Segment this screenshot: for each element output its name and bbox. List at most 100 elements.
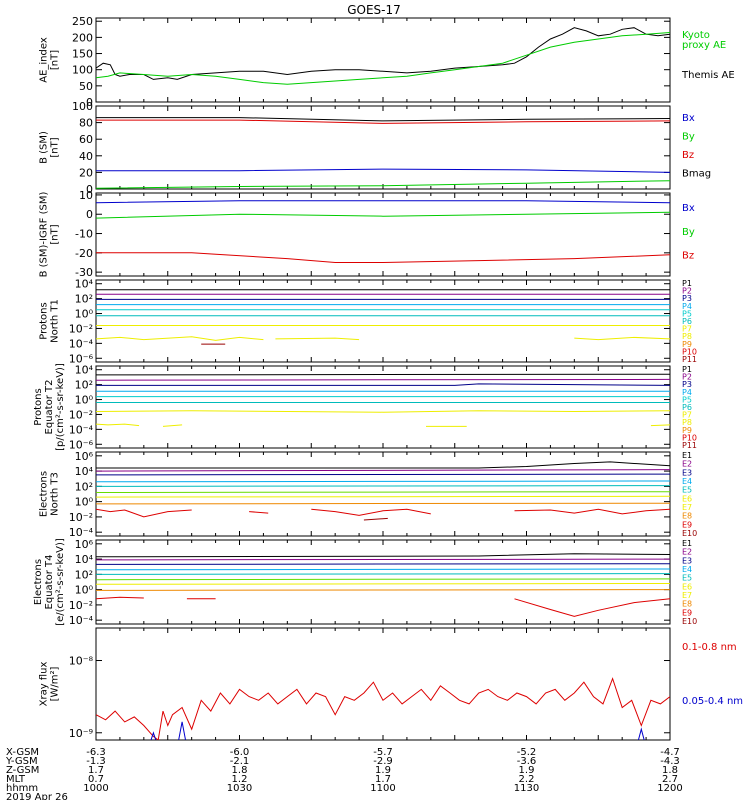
legend-entry: P6 [682,317,692,326]
x-row-value: -5.7 [373,747,393,758]
series-line [96,563,670,565]
x-row-value: -4.3 [660,756,680,767]
y-tick-label: 40 [79,150,93,163]
legend-entry: P11 [682,441,697,450]
x-row-value: 1130 [514,783,539,794]
y-tick-label: 80 [79,117,93,130]
panel-frame [95,279,671,363]
y-tick-label: 60 [79,133,93,146]
x-row-value: -2.9 [373,756,393,767]
series-line [363,517,388,521]
panel-frame [95,192,671,277]
series-line [96,502,670,505]
legend-entry: E4 [682,477,692,486]
series-line [96,508,192,518]
x-row-value: 0.7 [88,774,104,785]
legend-entry: Themis AE [681,70,735,81]
legend-entry: P9 [682,340,692,349]
y-axis-label: [p/(cm²-s-sr-keV)] [55,363,66,451]
x-row-value: 1.7 [375,774,391,785]
y-tick-label: 10⁰ [75,308,94,321]
x-row-value: -4.7 [660,747,680,758]
legend-entry: P4 [682,302,692,311]
legend-entry: E3 [682,468,692,477]
series-line [96,573,670,575]
series-line [96,589,670,591]
y-tick-label: 100 [72,100,93,113]
x-row-value: 1.2 [232,774,248,785]
y-tick-label: 10⁻⁸ [69,655,94,668]
legend-entry: Kyoto [682,30,710,41]
y-tick-label: 100 [72,64,93,77]
x-row-value: 1030 [227,783,252,794]
y-tick-label: 10⁴ [75,465,94,478]
x-row-value: 1.9 [375,765,391,776]
y-tick-label: 200 [72,31,93,44]
series-line [96,677,670,740]
y-axis-label: North T1 [50,299,61,343]
y-axis-label: Protons [39,302,50,339]
series-group [96,117,670,189]
legend-entry: P8 [682,332,692,341]
y-tick-label: 10² [75,568,93,581]
y-tick-label: 10² [75,480,93,493]
series-line [650,424,670,427]
series-line [96,211,670,219]
y-axis-label: [nT] [50,224,61,244]
y-tick-label: 10⁻⁴ [69,423,94,436]
legend-entry: E3 [682,556,692,565]
panel-electrons_t4: 10⁶ 10⁴ 10² 10⁰ 10⁻² 10⁻⁴ Electrons Equator T4[… [33,538,697,627]
series-line [96,558,670,561]
y-tick-label: 10² [75,379,93,392]
legend-entry: E7 [682,591,692,600]
series-line [96,578,670,581]
x-row-value: 1000 [83,783,108,794]
legend-entry: P7 [682,411,692,420]
legend-entry: E9 [682,608,692,617]
y-tick-label: 10⁴ [75,364,94,377]
y-tick-label: 10⁻⁶ [69,352,94,365]
y-tick-label: 250 [72,15,93,28]
series-line [162,424,183,427]
legend-entry: 0.1-0.8 nm [682,642,737,653]
series-line [96,473,670,476]
series-line [96,410,670,413]
panel-b_sm: 0 20 40 60 80 100 B (SM) [nT] Bx By Bz Bmag [39,100,712,196]
x-row-label: Z-GSM [6,765,39,776]
legend-entry: P5 [682,309,692,318]
legend-entry: 0.05-0.4 nm [682,696,743,707]
y-tick-label: 20 [79,166,93,179]
y-tick-label: 10⁶ [75,538,94,551]
series-line [96,480,670,483]
legend-entry: P10 [682,433,697,442]
series-line [311,508,431,516]
series-line [96,485,670,487]
series-line [574,336,670,341]
legend-entry: E7 [682,503,692,512]
legend-entry: Bmag [682,168,711,179]
y-tick-label: 10⁴ [75,553,94,566]
series-line [96,461,670,469]
y-axis-label: Protons [33,388,44,425]
x-row-label: hhmm [6,783,38,794]
x-row-value: 1.8 [662,765,678,776]
legend-entry: P4 [682,388,692,397]
y-tick-label: -20 [75,247,93,260]
legend-entry: E6 [682,582,692,591]
legend-entry: P11 [682,355,697,364]
series-line [178,721,187,740]
series-group [96,289,670,345]
series-line [96,469,670,472]
x-row-value: 2.2 [519,774,535,785]
panel-frame [95,451,671,537]
series-line [96,180,670,189]
y-tick-label: 0 [86,96,93,109]
y-tick-label: 10⁰ [75,496,94,509]
x-row-value: -6.0 [230,747,250,758]
x-row-value: 2.7 [662,774,678,785]
y-tick-label: 10⁻⁶ [69,438,94,451]
